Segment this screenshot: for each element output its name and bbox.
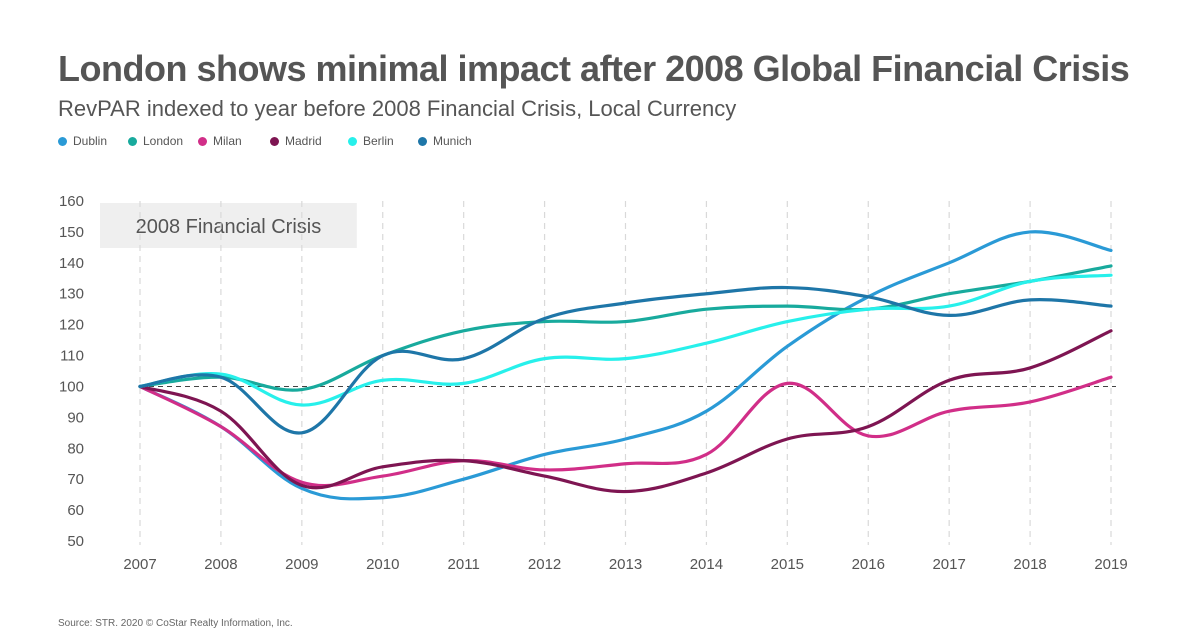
- legend-label: Madrid: [285, 134, 322, 148]
- legend-swatch: [418, 136, 427, 146]
- x-tick-label: 2014: [690, 556, 723, 573]
- x-tick-label: 2017: [932, 556, 965, 573]
- series-line-berlin: [138, 273, 1113, 407]
- y-tick-label: 90: [67, 409, 84, 426]
- legend-swatch: [270, 136, 279, 146]
- x-tick-label: 2010: [366, 556, 399, 573]
- x-tick-label: 2011: [448, 556, 480, 573]
- y-tick-label: 50: [67, 533, 84, 550]
- y-tick-label: 130: [59, 286, 84, 303]
- legend-item-berlin: Berlin: [348, 134, 418, 148]
- legend-item-london: London: [128, 134, 198, 148]
- y-tick-label: 100: [59, 378, 84, 395]
- series-line-madrid: [138, 329, 1113, 494]
- x-tick-label: 2019: [1094, 556, 1127, 573]
- legend-label: Milan: [213, 134, 242, 148]
- tick-layer: 50 60 70 80 90 100 110 120 130 140 150 160 2007 2008 2…: [59, 193, 1128, 573]
- legend-swatch: [128, 136, 137, 146]
- annotation-box: [100, 203, 357, 248]
- chart-subtitle: RevPAR indexed to year before 2008 Finan…: [58, 96, 737, 121]
- y-tick-label: 60: [67, 502, 84, 519]
- legend-item-milan: Milan: [198, 134, 270, 148]
- legend: Dublin London Milan Madrid Berlin Munich: [58, 134, 488, 148]
- legend-swatch: [198, 136, 207, 146]
- series-layer: [138, 230, 1113, 501]
- chart-title: London shows minimal impact after 2008 G…: [58, 48, 1130, 89]
- y-tick-label: 70: [67, 471, 84, 488]
- source-note: Source: STR. 2020 © CoStar Realty Inform…: [58, 618, 293, 629]
- x-tick-label: 2012: [528, 556, 561, 573]
- grid-layer: [139, 201, 1112, 545]
- legend-swatch: [58, 136, 67, 146]
- x-tick-label: 2018: [1013, 556, 1046, 573]
- legend-item-munich: Munich: [418, 134, 488, 148]
- x-tick-label: 2016: [852, 556, 885, 573]
- legend-swatch: [348, 136, 357, 146]
- y-tick-label: 150: [59, 224, 84, 241]
- legend-label: Berlin: [363, 134, 394, 148]
- x-tick-label: 2008: [204, 556, 237, 573]
- legend-item-madrid: Madrid: [270, 134, 348, 148]
- series-line-dublin: [138, 230, 1113, 501]
- legend-label: London: [143, 134, 184, 148]
- y-tick-label: 160: [59, 193, 84, 210]
- x-tick-label: 2009: [285, 556, 318, 573]
- y-tick-label: 80: [67, 440, 84, 457]
- legend-label: Munich: [433, 134, 472, 148]
- x-tick-label: 2015: [771, 556, 804, 573]
- legend-label: Dublin: [73, 134, 108, 148]
- annotation-label: 2008 Financial Crisis: [136, 216, 322, 238]
- series-line-munich: [138, 285, 1113, 435]
- y-tick-label: 110: [60, 348, 84, 365]
- x-tick-label: 2013: [609, 556, 642, 573]
- y-tick-label: 140: [59, 255, 84, 272]
- series-line-london: [138, 264, 1113, 392]
- series-line-milan: [138, 375, 1113, 488]
- legend-item-dublin: Dublin: [58, 134, 128, 148]
- x-tick-label: 2007: [123, 556, 156, 573]
- y-tick-label: 120: [59, 317, 84, 334]
- annotation-layer: 2008 Financial Crisis: [100, 203, 357, 248]
